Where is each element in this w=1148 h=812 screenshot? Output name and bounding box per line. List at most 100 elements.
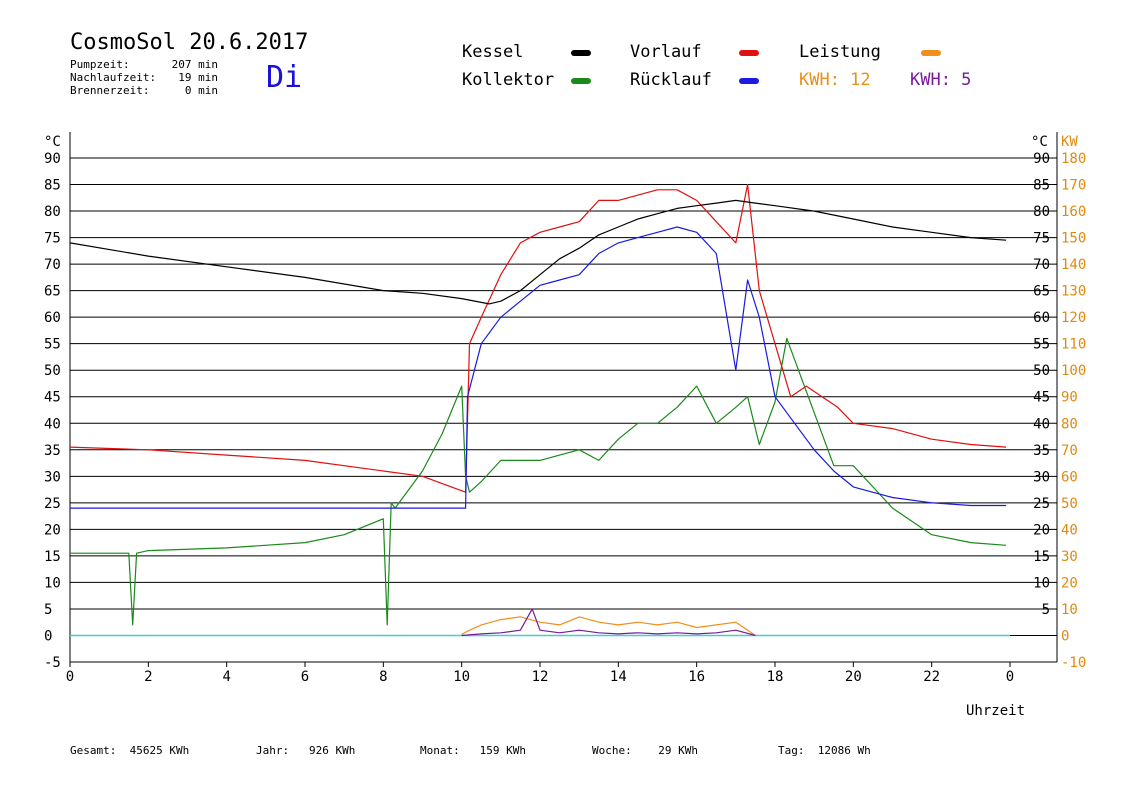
x-tick-label: 10 — [453, 669, 470, 685]
y-tick-label-right: 45 — [1033, 390, 1050, 406]
y-tick-label-kw: 170 — [1061, 178, 1086, 194]
y-tick-label-kw: 0 — [1061, 628, 1069, 644]
legend-label-leistung: Leistung — [799, 42, 881, 62]
y-tick-label-kw: 20 — [1061, 575, 1078, 591]
footer-monat: Monat: 159 KWh — [420, 744, 526, 757]
y-tick-label-left: 35 — [44, 443, 61, 459]
x-tick-label: 6 — [301, 669, 309, 685]
y-tick-label-left: 45 — [44, 390, 61, 406]
y-tick-label-kw: 130 — [1061, 284, 1086, 300]
y-tick-label-right: 40 — [1033, 416, 1050, 432]
y-tick-label-right: 65 — [1033, 284, 1050, 300]
y-tick-label-left: 30 — [44, 469, 61, 485]
y-tick-label-right: 20 — [1033, 522, 1050, 538]
chart-title: CosmoSol 20.6.2017 — [70, 30, 309, 55]
y-tick-label-kw: -10 — [1061, 655, 1086, 671]
y-tick-label-right: 80 — [1033, 204, 1050, 220]
x-tick-label: 0 — [1006, 669, 1014, 685]
x-tick-label: 0 — [66, 669, 74, 685]
weekday-label: Di — [266, 60, 303, 95]
x-tick-label: 4 — [222, 669, 230, 685]
x-tick-label: 20 — [845, 669, 862, 685]
footer-jahr: Jahr: 926 KWh — [256, 744, 356, 757]
x-tick-label: 8 — [379, 669, 387, 685]
y-tick-label-right: 70 — [1033, 257, 1050, 273]
y-tick-label-right: 25 — [1033, 496, 1050, 512]
y-tick-label-left: 20 — [44, 522, 61, 538]
y-tick-label-left: 85 — [44, 178, 61, 194]
y-tick-label-kw: 100 — [1061, 363, 1086, 379]
y-tick-label-kw: 10 — [1061, 602, 1078, 618]
series-line-vorlauf — [69, 183, 1007, 493]
series-line-kessel — [69, 199, 1007, 305]
y-tick-label-left: 0 — [44, 628, 52, 644]
legend-label-vorlauf: Vorlauf — [630, 42, 702, 62]
stat-value-nachlaufzeit: 19 min — [178, 71, 218, 84]
y-tick-label-left: 80 — [44, 204, 61, 220]
y-tick-label-left: 75 — [44, 231, 61, 247]
legend-label-kessel: Kessel — [462, 42, 524, 62]
series-line-kollektor — [70, 337, 1007, 626]
y-tick-label-right: 90 — [1033, 151, 1050, 167]
y-tick-label-left: 40 — [44, 416, 61, 432]
stat-value-pumpzeit: 207 min — [171, 58, 218, 71]
y-tick-label-right: 30 — [1033, 469, 1050, 485]
kwh-leistung-label: KWH: 12 — [799, 70, 871, 90]
y-tick-label-kw: 140 — [1061, 257, 1086, 273]
x-tick-label: 18 — [767, 669, 784, 685]
legend-swatch-vorlauf — [739, 50, 759, 56]
stat-label-pumpzeit: Pumpzeit: — [70, 58, 130, 71]
y-tick-label-right: 60 — [1033, 310, 1050, 326]
y-tick-label-kw: 40 — [1061, 522, 1078, 538]
y-tick-label-right: 10 — [1033, 575, 1050, 591]
y-axis-unit-kw: KW — [1061, 134, 1078, 150]
y-tick-label-right: 35 — [1033, 443, 1050, 459]
y-tick-label-left: 5 — [44, 602, 52, 618]
y-axis-unit-left: °C — [44, 134, 61, 150]
y-tick-label-left: 90 — [44, 151, 61, 167]
x-tick-label: 22 — [923, 669, 940, 685]
y-tick-label-left: 10 — [44, 575, 61, 591]
series-line-kwh — [461, 608, 756, 637]
y-tick-label-right: 85 — [1033, 178, 1050, 194]
y-tick-label-left: 25 — [44, 496, 61, 512]
y-tick-label-kw: 30 — [1061, 549, 1078, 565]
x-tick-label: 16 — [688, 669, 705, 685]
legend-swatch-kessel — [571, 50, 591, 56]
stat-label-nachlaufzeit: Nachlaufzeit: — [70, 71, 157, 84]
y-tick-label-left: -5 — [44, 655, 61, 671]
footer-tag: Tag: 12086 Wh — [778, 744, 871, 757]
y-tick-label-left: 65 — [44, 284, 61, 300]
stat-value-brennerzeit: 0 min — [184, 84, 218, 97]
y-tick-label-kw: 160 — [1061, 204, 1086, 220]
y-tick-label-left: 55 — [44, 337, 61, 353]
y-tick-label-kw: 80 — [1061, 416, 1078, 432]
y-tick-label-kw: 150 — [1061, 231, 1086, 247]
y-tick-label-kw: 90 — [1061, 390, 1078, 406]
y-tick-label-right: 15 — [1033, 549, 1050, 565]
legend-swatch-kollektor — [571, 78, 591, 84]
y-tick-label-left: 60 — [44, 310, 61, 326]
x-tick-label: 2 — [144, 669, 152, 685]
series-line-leistung — [461, 616, 756, 636]
y-tick-label-left: 50 — [44, 363, 61, 379]
y-tick-label-right: 5 — [1042, 602, 1050, 618]
y-tick-label-kw: 50 — [1061, 496, 1078, 512]
legend-swatch-ruecklauf — [739, 78, 759, 84]
y-tick-label-kw: 110 — [1061, 337, 1086, 353]
y-tick-label-kw: 120 — [1061, 310, 1086, 326]
y-tick-label-right: 50 — [1033, 363, 1050, 379]
stat-label-brennerzeit: Brennerzeit: — [70, 84, 150, 97]
y-axis-unit-right: °C — [1031, 134, 1048, 150]
legend-swatch-leistung — [921, 50, 941, 56]
y-tick-label-left: 70 — [44, 257, 61, 273]
x-tick-label: 14 — [610, 669, 627, 685]
legend-label-kollektor: Kollektor — [462, 70, 555, 90]
kwh-total-label: KWH: 5 — [910, 70, 972, 90]
footer-woche: Woche: 29 KWh — [592, 744, 698, 757]
y-tick-label-right: 75 — [1033, 231, 1050, 247]
y-tick-label-right: 55 — [1033, 337, 1050, 353]
legend-label-ruecklauf: Rücklauf — [630, 70, 712, 90]
y-tick-label-left: 15 — [44, 549, 61, 565]
